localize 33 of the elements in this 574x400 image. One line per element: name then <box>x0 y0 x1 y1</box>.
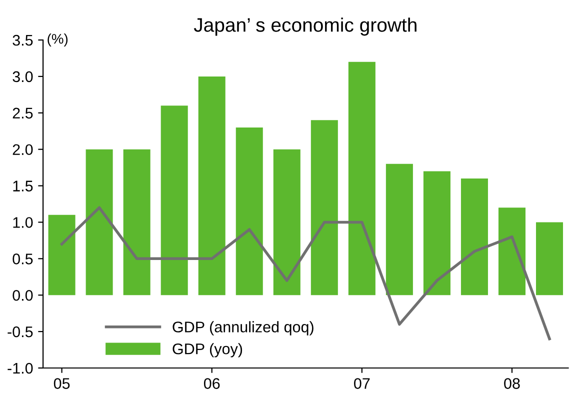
bar <box>236 127 263 296</box>
y-tick-label: -1.0 <box>8 362 33 374</box>
y-axis-title: (%) <box>48 34 68 46</box>
bar <box>386 164 413 296</box>
y-tick-label: 1.0 <box>13 217 33 228</box>
bar <box>123 149 150 296</box>
line-series <box>60 206 551 340</box>
legend-label: GDP (annulized qoq) <box>172 321 314 336</box>
bar <box>310 120 338 296</box>
chart-title: Japan’ s economic growth <box>194 18 416 36</box>
y-tick-label: 0.5 <box>12 254 33 264</box>
y-tick-label: 1.5 <box>13 180 33 192</box>
x-tick-label: 07 <box>354 378 370 389</box>
y-tick-label: 0.0 <box>12 290 33 301</box>
bar <box>423 171 450 296</box>
y-tick-label: 3.0 <box>12 71 33 82</box>
y-tick-label: 2.5 <box>12 108 33 119</box>
bar <box>460 178 488 296</box>
y-tick-label: -0.5 <box>8 326 33 338</box>
bar <box>48 214 76 296</box>
x-tick-label: 06 <box>204 378 220 389</box>
bar <box>273 149 300 296</box>
bar <box>160 106 188 296</box>
bar <box>86 149 113 296</box>
x-tick-label: 08 <box>504 378 520 389</box>
bar <box>348 62 376 296</box>
y-tick-label: 3.5 <box>12 34 33 46</box>
legend-label: GDP (yoy) <box>172 343 242 358</box>
bar <box>536 222 564 296</box>
bar <box>498 208 526 296</box>
y-tick-label: 2.0 <box>12 144 33 156</box>
x-tick-label: 05 <box>54 378 70 389</box>
bar <box>198 76 226 296</box>
